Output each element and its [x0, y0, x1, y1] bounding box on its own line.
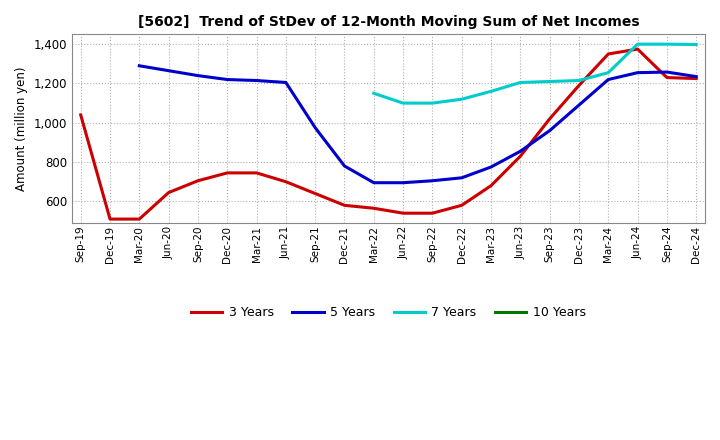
Line: 7 Years: 7 Years — [374, 44, 696, 103]
7 Years — [399, 100, 408, 106]
3 Years — [164, 190, 173, 195]
7 Years — [369, 91, 378, 96]
5 Years — [223, 77, 232, 82]
5 Years — [399, 180, 408, 185]
3 Years — [428, 210, 437, 216]
3 Years — [457, 203, 466, 208]
5 Years — [487, 165, 495, 170]
5 Years — [457, 175, 466, 180]
3 Years — [252, 170, 261, 176]
3 Years — [545, 116, 554, 121]
5 Years — [135, 63, 144, 68]
5 Years — [516, 149, 525, 154]
5 Years — [692, 74, 701, 79]
7 Years — [487, 89, 495, 94]
3 Years — [516, 154, 525, 159]
7 Years — [545, 79, 554, 84]
3 Years — [604, 51, 613, 57]
Y-axis label: Amount (million yen): Amount (million yen) — [15, 66, 28, 191]
3 Years — [662, 75, 671, 80]
3 Years — [76, 112, 85, 117]
5 Years — [604, 77, 613, 82]
7 Years — [692, 42, 701, 47]
7 Years — [428, 100, 437, 106]
5 Years — [634, 70, 642, 75]
Line: 3 Years: 3 Years — [81, 49, 696, 219]
3 Years — [106, 216, 114, 222]
3 Years — [369, 205, 378, 211]
7 Years — [516, 80, 525, 85]
3 Years — [487, 183, 495, 188]
5 Years — [575, 103, 583, 108]
3 Years — [311, 191, 320, 196]
3 Years — [223, 170, 232, 176]
Legend: 3 Years, 5 Years, 7 Years, 10 Years: 3 Years, 5 Years, 7 Years, 10 Years — [186, 301, 590, 324]
5 Years — [164, 68, 173, 73]
3 Years — [282, 179, 290, 184]
3 Years — [135, 216, 144, 222]
Title: [5602]  Trend of StDev of 12-Month Moving Sum of Net Incomes: [5602] Trend of StDev of 12-Month Moving… — [138, 15, 639, 29]
3 Years — [634, 47, 642, 52]
5 Years — [311, 125, 320, 130]
7 Years — [604, 70, 613, 75]
5 Years — [369, 180, 378, 185]
5 Years — [545, 128, 554, 133]
5 Years — [340, 163, 348, 169]
5 Years — [428, 178, 437, 183]
3 Years — [692, 76, 701, 81]
3 Years — [399, 210, 408, 216]
7 Years — [575, 78, 583, 83]
5 Years — [252, 78, 261, 83]
3 Years — [194, 178, 202, 183]
3 Years — [575, 83, 583, 88]
5 Years — [282, 80, 290, 85]
7 Years — [634, 41, 642, 47]
3 Years — [340, 203, 348, 208]
7 Years — [662, 41, 671, 47]
5 Years — [662, 70, 671, 75]
7 Years — [457, 96, 466, 102]
Line: 5 Years: 5 Years — [140, 66, 696, 183]
5 Years — [194, 73, 202, 78]
